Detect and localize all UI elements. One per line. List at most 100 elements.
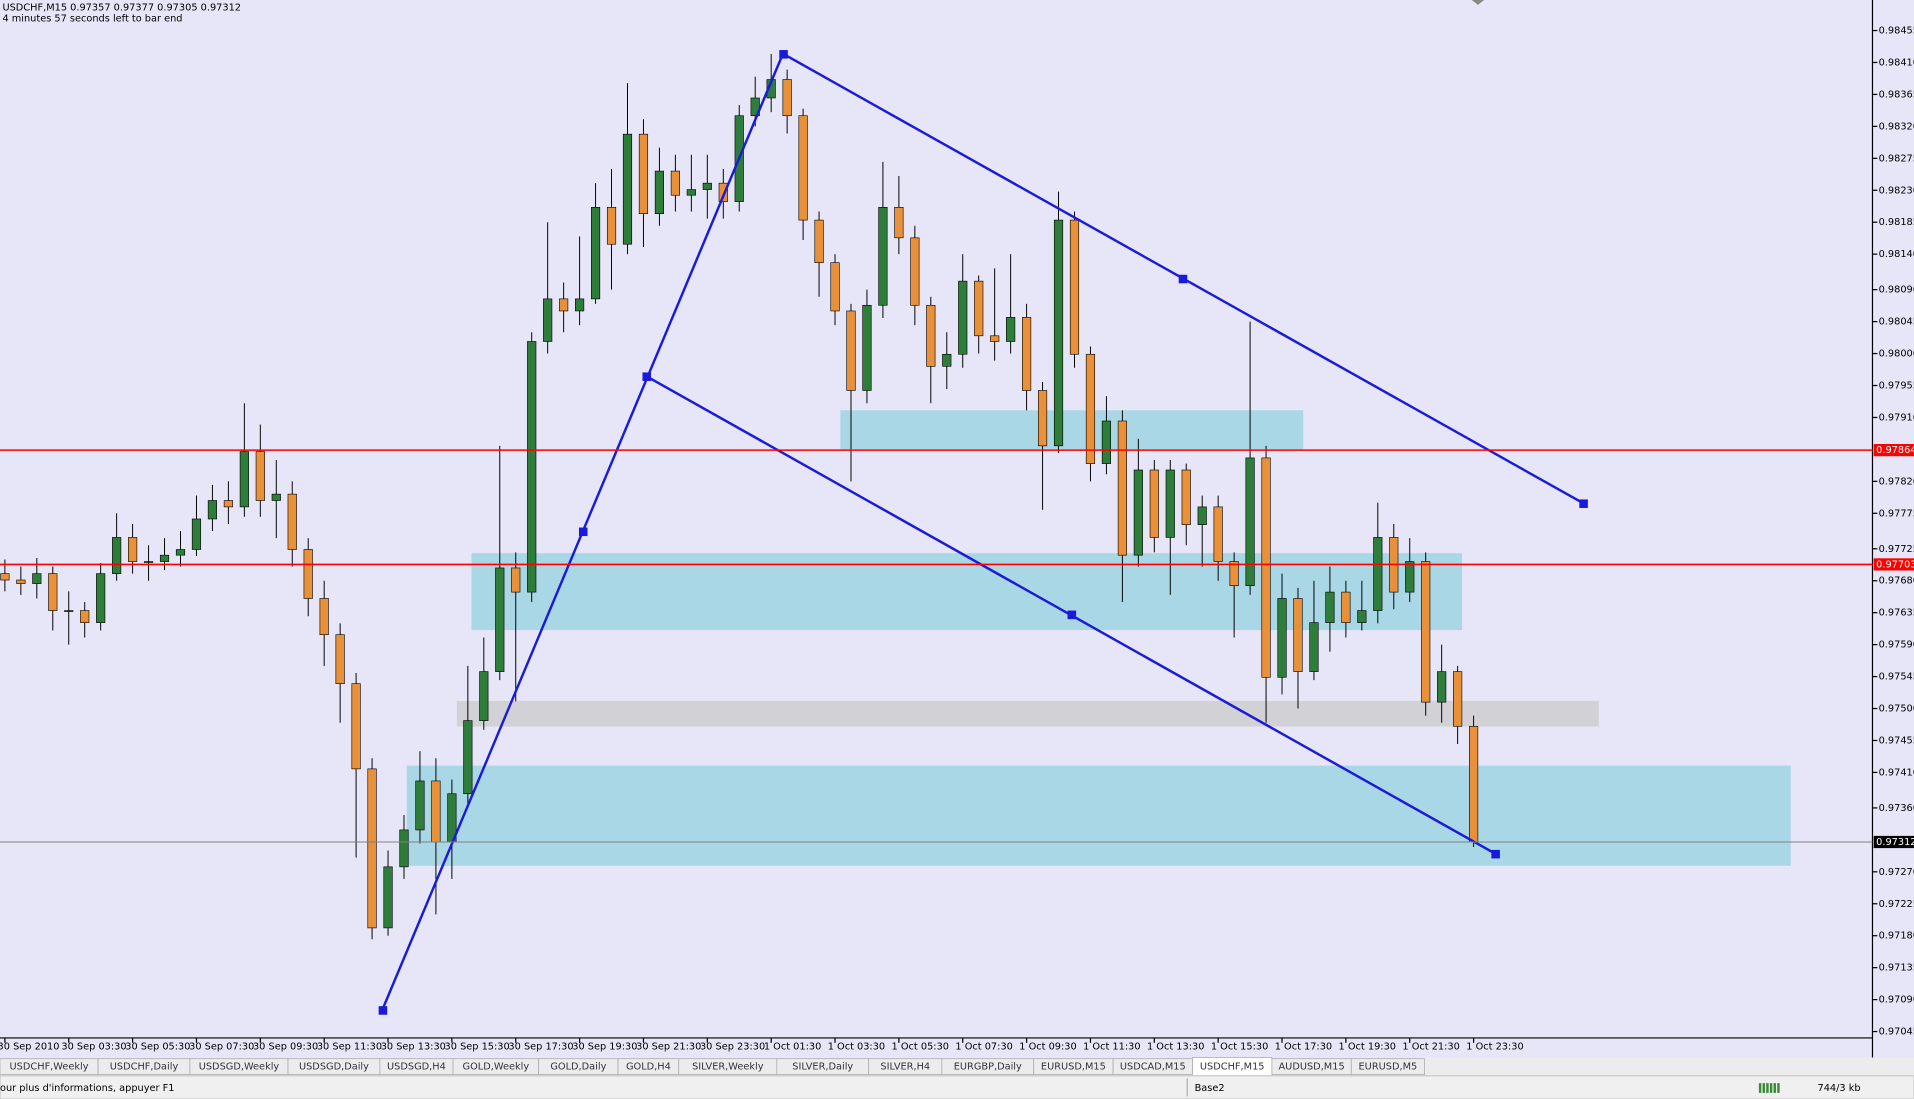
tab-label[interactable]: USDCHF,M15: [1200, 1062, 1265, 1073]
tab-label[interactable]: GOLD,Daily: [550, 1062, 606, 1073]
traffic: 744/3 kb: [1818, 1083, 1861, 1094]
x-tick-label: 1 Oct 23:30: [1466, 1041, 1523, 1052]
candle-body: [686, 189, 696, 196]
x-tick-label: 30 Sep 09:30: [253, 1041, 318, 1052]
y-tick-label: 0.97135: [1879, 963, 1914, 974]
candle-body: [878, 206, 888, 306]
candle-body: [399, 829, 409, 868]
tab-label[interactable]: USDCHF,Daily: [110, 1062, 179, 1073]
candle-body: [271, 493, 281, 501]
candle-body: [910, 237, 920, 306]
anchor: [1579, 499, 1588, 508]
tab-label[interactable]: SILVER,Weekly: [692, 1062, 764, 1073]
signal-icon: [1758, 1083, 1780, 1093]
candle-body: [670, 170, 680, 196]
candle-body: [559, 298, 569, 312]
tab-label[interactable]: USDCHF,Weekly: [10, 1062, 89, 1073]
tab-label[interactable]: SILVER,Daily: [792, 1062, 853, 1073]
tab-label[interactable]: EURUSD,M15: [1041, 1062, 1106, 1073]
zone: [840, 410, 1304, 450]
chart-title: USDCHF,M15 0.97357 0.97377 0.97305 0.973…: [2, 2, 241, 13]
chart-background: [0, 0, 1914, 1057]
candle-body: [112, 537, 122, 574]
candle-body: [319, 598, 329, 635]
tab-label[interactable]: GOLD,H4: [626, 1062, 671, 1073]
candle-body: [894, 206, 904, 239]
candle-body: [511, 567, 521, 593]
candle-body: [782, 79, 792, 117]
candle-body: [606, 206, 617, 245]
candle-body: [1325, 591, 1335, 623]
candle-body: [48, 573, 58, 611]
candle-body: [143, 561, 154, 563]
x-tick-label: 1 Oct 09:30: [1019, 1041, 1076, 1052]
y-tick-label: 0.98455: [1879, 26, 1914, 37]
tab[interactable]: [1350, 1058, 1425, 1075]
candle-body: [1085, 353, 1096, 464]
x-tick-label: 30 Sep 21:30: [636, 1041, 701, 1052]
candle-body: [974, 280, 984, 337]
candle-body: [638, 133, 649, 214]
x-tick-label: 30 Sep 13:30: [381, 1041, 446, 1052]
candle-body: [303, 549, 313, 599]
tab-label[interactable]: USDSGD,H4: [387, 1062, 446, 1073]
candle-body: [32, 573, 42, 584]
x-tick-label: 30 Sep 05:30: [125, 1041, 190, 1052]
plot: [0, 53, 1479, 940]
tab-label[interactable]: GOLD,Weekly: [463, 1062, 530, 1073]
candle-body: [223, 500, 233, 508]
anchor: [1178, 274, 1188, 284]
candle-body: [1309, 622, 1319, 672]
candle-body: [431, 780, 441, 843]
candle-body: [367, 768, 377, 929]
candle-body: [1357, 610, 1367, 623]
y-tick-label: 0.98275: [1879, 153, 1914, 164]
zone: [456, 700, 1599, 727]
bid-tag: [1873, 835, 1914, 849]
tab-label[interactable]: AUDUSD,M15: [1278, 1062, 1344, 1073]
candle-body: [1165, 469, 1175, 538]
x-tick-label: 1 Oct 11:30: [1083, 1041, 1140, 1052]
candle-body: [1293, 598, 1303, 672]
candle-body: [1341, 591, 1351, 623]
candle-body: [1181, 469, 1191, 525]
candle-body: [1117, 420, 1127, 556]
candle-body: [622, 133, 633, 245]
y-tick-label: 0.97635: [1879, 608, 1914, 619]
chart-subtitle: 4 minutes 57 seconds left to bar end: [2, 13, 182, 24]
status-text: our plus d'informations, appuyer F1: [0, 1083, 174, 1094]
tab-label[interactable]: EURGBP,Daily: [954, 1062, 1022, 1073]
price-tag-label: 0.97703: [1876, 559, 1914, 570]
shift-marker: [1471, 0, 1485, 5]
candle-body: [1469, 725, 1479, 843]
candle-body: [543, 298, 553, 342]
candle-body: [1006, 317, 1016, 342]
y-tick-label: 0.97955: [1879, 381, 1914, 392]
candle-body: [239, 451, 249, 508]
tab-label[interactable]: USDSGD,Weekly: [199, 1062, 280, 1073]
price-tag-label: 0.97864: [1876, 445, 1914, 456]
tab-label[interactable]: USDSGD,Daily: [299, 1062, 369, 1073]
candle-body: [718, 182, 728, 202]
x-tick-label: 1 Oct 17:30: [1275, 1041, 1332, 1052]
candle-body: [80, 610, 90, 623]
tab-label[interactable]: EURUSD,M5: [1359, 1062, 1418, 1073]
candle-body: [575, 298, 585, 312]
tab-label[interactable]: SILVER,H4: [880, 1062, 930, 1073]
tab-label[interactable]: USDCAD,M15: [1120, 1062, 1186, 1073]
anchor: [779, 50, 788, 59]
candle-body: [1101, 420, 1111, 464]
candle-body: [1373, 537, 1383, 611]
x-tick-label: 1 Oct 01:30: [764, 1041, 821, 1052]
candle-body: [495, 567, 505, 672]
candle-body: [1229, 561, 1239, 587]
